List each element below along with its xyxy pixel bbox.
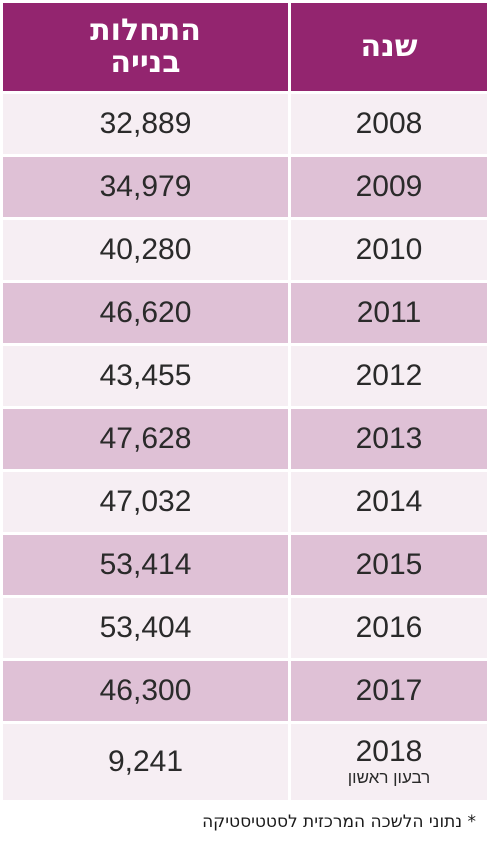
year-cell: 2013 [291, 409, 487, 469]
header-row: שנה התחלות בנייה [3, 3, 487, 91]
header-building-starts-label: התחלות בנייה [90, 13, 201, 80]
year-cell: 2012 [291, 346, 487, 406]
table-row: 2008 32,889 [3, 94, 487, 154]
value-cell: 53,404 [3, 598, 289, 658]
value-cell: 46,300 [3, 661, 289, 721]
year-cell: 2011 [291, 283, 487, 343]
footnote: * נתוני הלשכה המרכזית לסטטיסטיקה [202, 812, 476, 832]
year-label: 2015 [355, 548, 423, 581]
value-cell: 43,455 [3, 346, 289, 406]
table-row: 2010 40,280 [3, 220, 487, 280]
year-label: 2016 [355, 611, 423, 644]
table-row: 2014 47,032 [3, 472, 487, 532]
year-cell: 2014 [291, 472, 487, 532]
value-cell: 46,620 [3, 283, 289, 343]
year-cell: 2010 [291, 220, 487, 280]
year-label: 2014 [355, 485, 423, 518]
year-label: 2011 [356, 296, 422, 329]
year-label: 2017 [355, 674, 423, 707]
header-year: שנה [291, 3, 487, 91]
value-cell: 34,979 [3, 157, 289, 217]
table-row: 2012 43,455 [3, 346, 487, 406]
year-cell: 2016 [291, 598, 487, 658]
year-note: רבעון ראשון [347, 768, 431, 787]
table-row: 2016 53,404 [3, 598, 487, 658]
table-row: 2013 47,628 [3, 409, 487, 469]
year-cell: 2018 רבעון ראשון [291, 724, 487, 800]
value-cell: 32,889 [3, 94, 289, 154]
table-row: 2011 46,620 [3, 283, 487, 343]
year-cell: 2009 [291, 157, 487, 217]
table-header: שנה התחלות בנייה [3, 3, 487, 91]
year-label: 2013 [355, 422, 423, 455]
value-cell: 47,628 [3, 409, 289, 469]
table-row: 2017 46,300 [3, 661, 487, 721]
table-row: 2015 53,414 [3, 535, 487, 595]
table-row: 2009 34,979 [3, 157, 487, 217]
building-starts-table: שנה התחלות בנייה 2008 32,889 2009 34,979 201… [3, 3, 487, 800]
table-body: 2008 32,889 2009 34,979 2010 40,280 2011 46,620… [3, 94, 487, 800]
header-building-starts: התחלות בנייה [3, 3, 289, 91]
year-label: 2009 [355, 170, 423, 203]
year-cell: 2017 [291, 661, 487, 721]
year-label: 2008 [355, 107, 423, 140]
value-cell: 9,241 [3, 724, 289, 800]
value-cell: 47,032 [3, 472, 289, 532]
year-label: 2012 [355, 359, 423, 392]
year-label: 2010 [355, 233, 423, 266]
table-row: 2018 רבעון ראשון 9,241 [3, 724, 487, 800]
year-label: 2018 [355, 735, 423, 768]
value-cell: 40,280 [3, 220, 289, 280]
year-cell: 2008 [291, 94, 487, 154]
year-cell: 2015 [291, 535, 487, 595]
value-cell: 53,414 [3, 535, 289, 595]
